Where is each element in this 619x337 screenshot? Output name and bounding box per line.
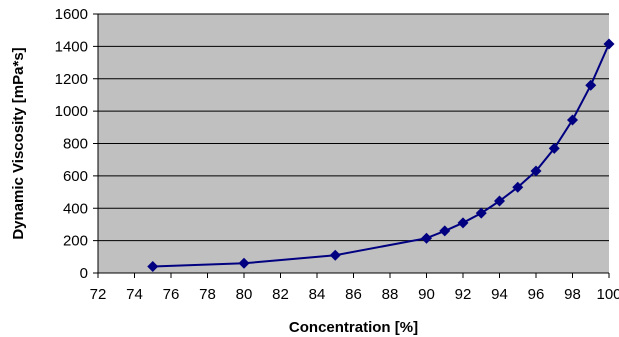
x-tick-label: 92 xyxy=(455,286,472,303)
x-tick-label: 100 xyxy=(596,286,619,303)
data-point-marker xyxy=(457,217,469,229)
data-point-marker xyxy=(603,38,615,50)
x-tick-label: 86 xyxy=(345,286,362,303)
x-tick-label: 98 xyxy=(564,286,581,303)
data-point-marker xyxy=(475,207,487,219)
series-line xyxy=(152,43,610,268)
x-tick-label: 90 xyxy=(418,286,435,303)
x-tick-label: 96 xyxy=(528,286,545,303)
x-tick-label: 88 xyxy=(382,286,399,303)
data-point-marker xyxy=(512,181,524,193)
x-tick-label: 80 xyxy=(236,286,253,303)
data-point-marker xyxy=(585,79,597,91)
y-tick-label: 400 xyxy=(63,200,88,217)
data-point-marker xyxy=(147,261,159,273)
data-point-marker xyxy=(439,225,451,237)
x-tick-label: 82 xyxy=(272,286,289,303)
y-tick-label: 1000 xyxy=(55,103,88,120)
y-tick-label: 600 xyxy=(63,168,88,185)
data-point-marker xyxy=(530,165,542,177)
series-layer xyxy=(147,38,615,273)
data-point-marker xyxy=(421,232,432,244)
data-point-marker xyxy=(329,249,341,261)
x-tick-label: 78 xyxy=(199,286,216,303)
data-point-marker xyxy=(567,114,578,126)
axes xyxy=(93,13,610,278)
y-tick-label: 0 xyxy=(80,265,88,282)
data-point-marker xyxy=(238,257,250,269)
x-tick-labels: 72 74 76 78 80 82 84 86 88 90 92 94 96 98 100 xyxy=(90,286,619,303)
y-tick-label: 1200 xyxy=(55,71,88,88)
data-point-marker xyxy=(494,195,505,207)
y-tick-label: 1400 xyxy=(55,38,88,55)
x-tick-label: 76 xyxy=(163,286,180,303)
data-point-marker xyxy=(548,142,560,154)
y-axis-title: Dynamic Viscosity [mPa*s] xyxy=(10,47,27,239)
y-tick-label: 200 xyxy=(63,233,88,250)
x-tick-label: 72 xyxy=(90,286,107,303)
y-tick-label: 1600 xyxy=(55,6,88,23)
x-tick-label: 94 xyxy=(491,286,508,303)
x-axis-title: Concentration [%] xyxy=(289,319,418,336)
x-tick-label: 74 xyxy=(126,286,143,303)
y-tick-labels: 0 200 400 600 800 1000 1200 1400 1600 xyxy=(55,6,88,282)
grid-lines xyxy=(98,13,609,242)
y-tick-label: 800 xyxy=(63,136,88,153)
x-tick-label: 84 xyxy=(309,286,326,303)
